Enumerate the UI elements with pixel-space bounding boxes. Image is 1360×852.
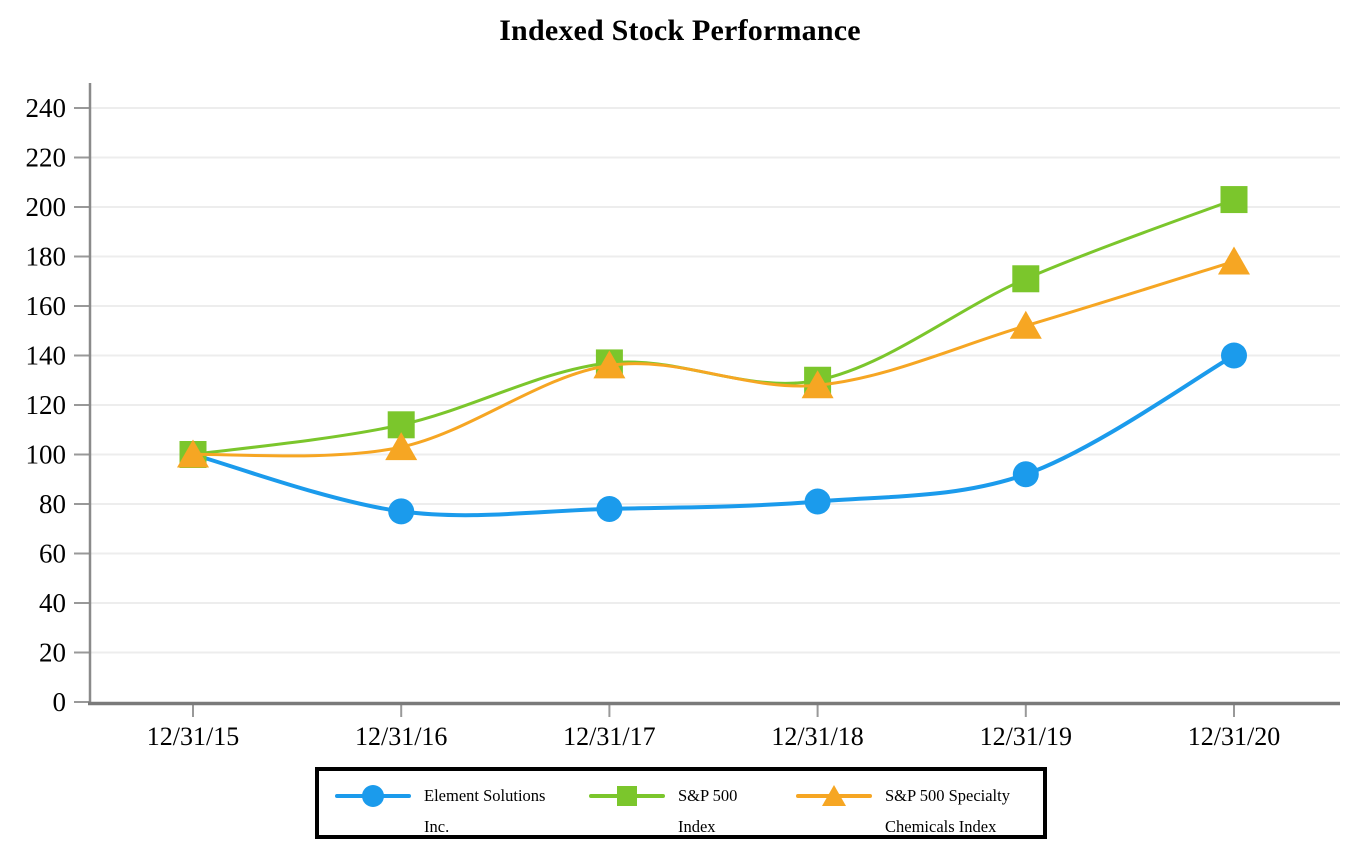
x-tick-label-1: 12/31/16 xyxy=(355,722,447,751)
marker-s-p-500-index-4 xyxy=(1012,265,1040,293)
x-tick-label-3: 12/31/18 xyxy=(771,722,863,751)
circle-marker-icon xyxy=(335,785,411,807)
marker-s-p-500-index-5 xyxy=(1220,186,1248,214)
y-tick-label-160: 160 xyxy=(26,291,67,321)
x-tick-label-2: 12/31/17 xyxy=(563,722,655,751)
legend-label-sp500: S&P 500 Index xyxy=(677,786,738,836)
marker-s-p-500-specialty-chemicals-index-1 xyxy=(385,432,418,461)
legend-label-element-solutions: Element Solutions Inc. xyxy=(424,786,546,836)
x-tick-label-4: 12/31/19 xyxy=(980,722,1072,751)
series-line-element-solutions-inc xyxy=(192,353,1235,518)
triangle-marker-icon xyxy=(796,785,872,807)
marker-s-p-500-specialty-chemicals-index-3 xyxy=(801,370,834,399)
y-tick-label-40: 40 xyxy=(39,588,66,618)
marker-s-p-500-specialty-chemicals-index-2 xyxy=(593,350,626,379)
y-tick-label-80: 80 xyxy=(39,489,66,519)
y-tick-label-240: 240 xyxy=(26,93,67,123)
marker-s-p-500-specialty-chemicals-index-0 xyxy=(177,439,209,468)
marker-element-solutions-inc-4 xyxy=(1012,461,1039,488)
legend-entry-sp500-specialty-chemicals: S&P 500 Specialty Chemicals Index xyxy=(796,780,1043,842)
y-tick-label-60: 60 xyxy=(39,539,66,569)
marker-element-solutions-inc-2 xyxy=(596,495,623,522)
square-marker-icon xyxy=(588,785,665,807)
y-tick-label-120: 120 xyxy=(26,390,67,420)
chart-canvas: 0 20 40 60 80 100 120 140 160 180 200 220 240 12/31/1… xyxy=(26,83,1340,751)
marker-element-solutions-inc-1 xyxy=(388,498,415,525)
series-line-s-p-500-index xyxy=(192,198,1235,456)
series-line-s-p-500-specialty-chemicals-index xyxy=(192,259,1235,458)
legend-entry-sp500: S&P 500 Index xyxy=(588,780,769,842)
marker-s-p-500-specialty-chemicals-index-5 xyxy=(1218,246,1250,275)
y-tick-label-200: 200 xyxy=(26,192,67,222)
y-tick-label-0: 0 xyxy=(53,687,67,717)
marker-element-solutions-inc-5 xyxy=(1221,342,1247,369)
y-tick-label-220: 220 xyxy=(26,143,67,173)
legend-label-sp500-specialty-chemicals: S&P 500 Specialty Chemicals Index xyxy=(885,786,1010,836)
marker-s-p-500-specialty-chemicals-index-4 xyxy=(1009,310,1042,339)
y-tick-label-140: 140 xyxy=(26,341,67,371)
y-tick-label-180: 180 xyxy=(26,242,67,272)
legend-entry-element-solutions: Element Solutions Inc. xyxy=(335,780,562,842)
y-tick-label-20: 20 xyxy=(39,638,66,668)
x-tick-label-0: 12/31/15 xyxy=(147,722,239,751)
chart-title: Indexed Stock Performance xyxy=(499,14,861,47)
marker-element-solutions-inc-3 xyxy=(804,488,831,515)
y-tick-label-100: 100 xyxy=(26,440,67,470)
x-tick-label-5: 12/31/20 xyxy=(1188,722,1280,751)
chart-legend: Element Solutions Inc. S&P 500 Index S&P… xyxy=(315,767,1047,839)
